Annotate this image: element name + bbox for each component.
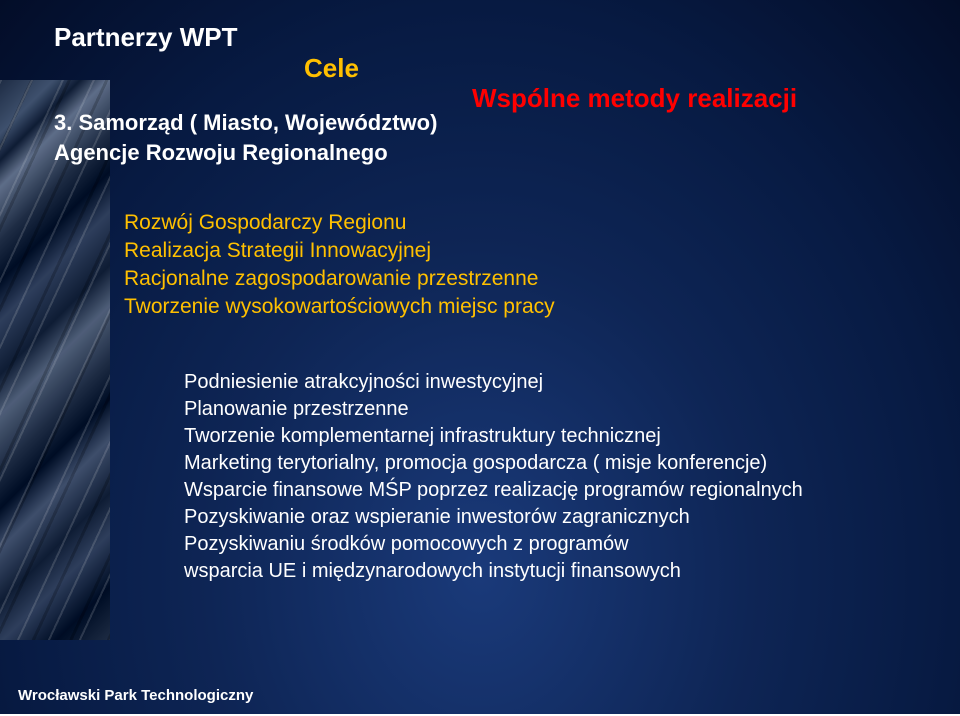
goal-item: Rozwój Gospodarczy Regionu (124, 210, 920, 237)
goal-item: Racjonalne zagospodarowanie przestrzenne (124, 266, 920, 293)
method-item: Pozyskiwaniu środków pomocowych z progra… (184, 531, 920, 557)
method-item: Planowanie przestrzenne (184, 396, 920, 422)
goals-heading: Cele (304, 53, 359, 84)
method-item: Podniesienie atrakcyjności inwestycyjnej (184, 369, 920, 395)
goals-block: Rozwój Gospodarczy Regionu Realizacja St… (124, 210, 920, 321)
slide-content: Partnerzy WPT Cele Wspólne metody realiz… (0, 0, 960, 716)
method-item: Marketing terytorialny, promocja gospoda… (184, 450, 920, 476)
method-item: Wsparcie finansowe MŚP poprzez realizacj… (184, 477, 920, 503)
method-item: Pozyskiwanie oraz wspieranie inwestorów … (184, 504, 920, 530)
methods-heading: Wspólne metody realizacji (472, 83, 797, 114)
footer-text: Wrocławski Park Technologiczny (18, 687, 253, 704)
slide: Partnerzy WPT Cele Wspólne metody realiz… (0, 0, 960, 716)
goal-item: Tworzenie wysokowartościowych miejsc pra… (124, 294, 920, 321)
method-item: wsparcia UE i międzynarodowych instytucj… (184, 558, 920, 584)
methods-block: Podniesienie atrakcyjności inwestycyjnej… (184, 369, 920, 584)
method-item: Tworzenie komplementarnej infrastruktury… (184, 423, 920, 449)
goal-item: Realizacja Strategii Innowacyjnej (124, 238, 920, 265)
subtitle-line-2: Agencje Rozwoju Regionalnego (54, 139, 920, 167)
headings-row: Cele Wspólne metody realizacji (54, 55, 920, 89)
page-title: Partnerzy WPT (54, 22, 920, 53)
